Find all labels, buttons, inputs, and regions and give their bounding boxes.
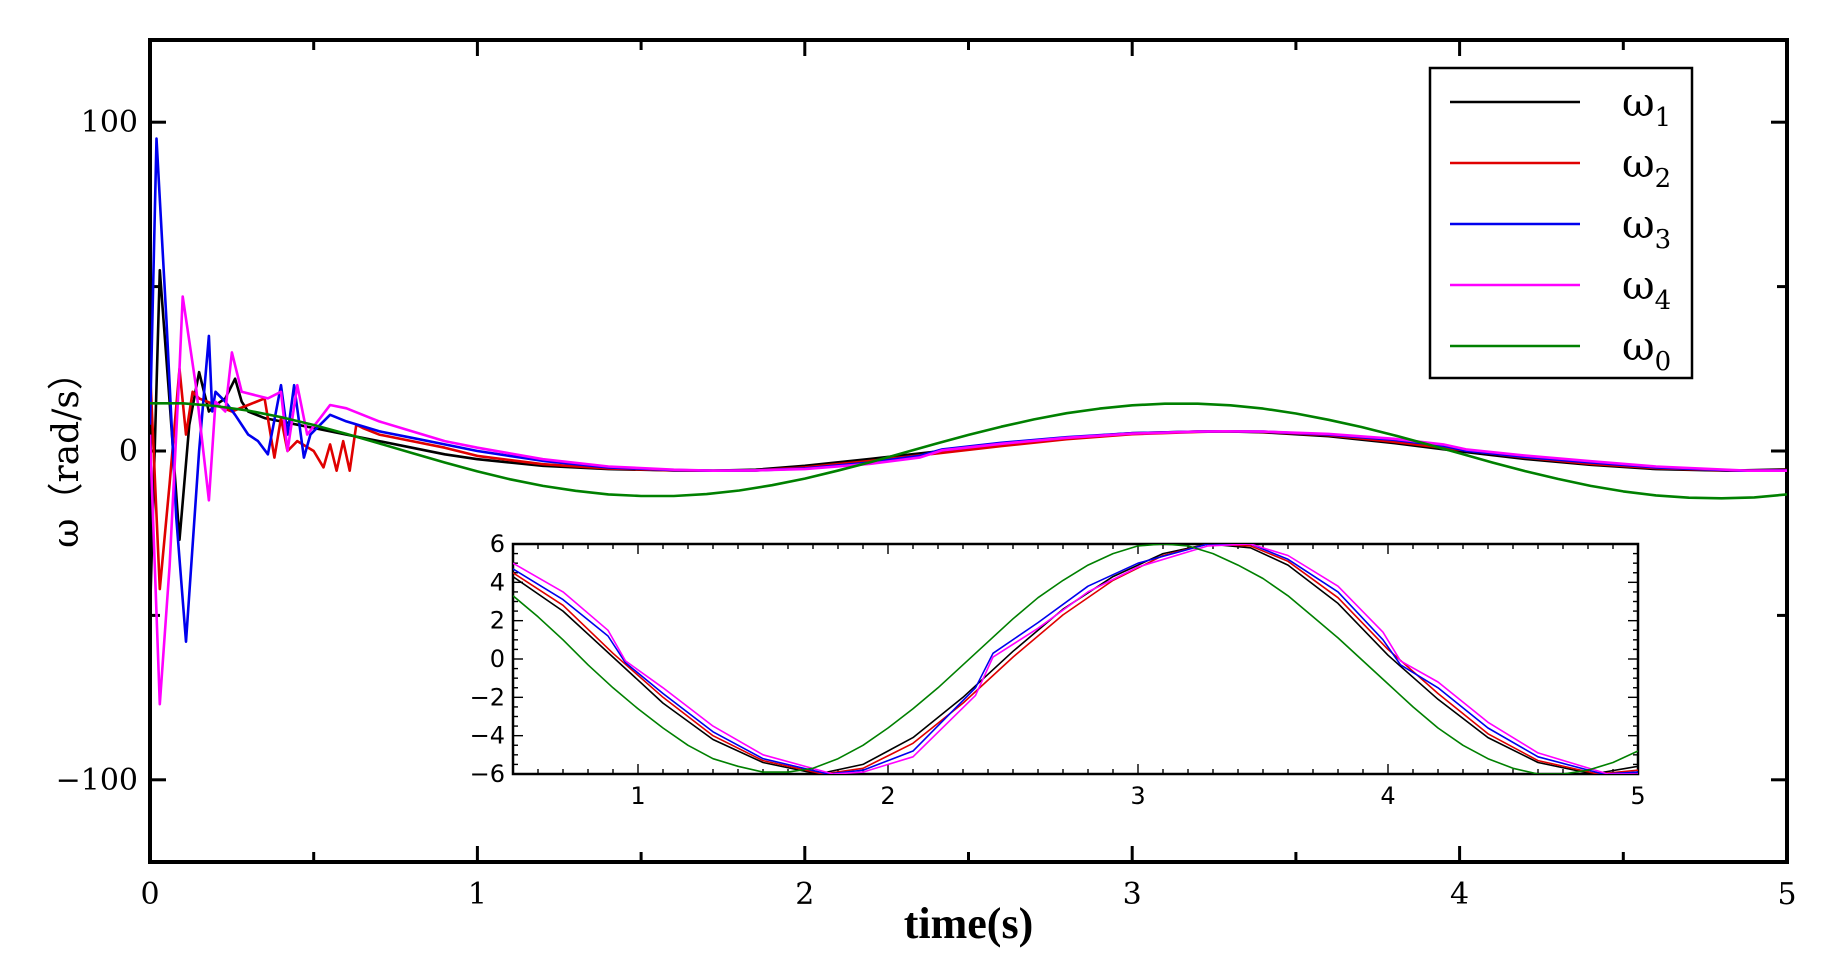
series-line-ω4: [150, 295, 1787, 706]
x-tick-label: 2: [795, 877, 814, 912]
inset-series-line-0: [513, 544, 1638, 774]
inset-x-tick-label: 2: [880, 782, 895, 810]
y-tick-label: 0: [119, 434, 138, 469]
inset-y-tick-label: 4: [490, 568, 505, 596]
x-tick-label: 0: [140, 877, 159, 912]
x-tick-label: 4: [1450, 877, 1469, 912]
inset-series-line-1: [513, 544, 1638, 774]
inset-plot: 1 2 3 4 5 −6 −4 −2 0 2 4 6: [470, 530, 1646, 810]
inset-frame: [511, 542, 1640, 776]
x-axis-title: time(s): [904, 899, 1034, 948]
inset-series-line-3: [513, 544, 1638, 774]
inset-series-line-4: [513, 544, 1638, 774]
inset-x-tick-label: 5: [1630, 782, 1645, 810]
inset-series-group: [513, 544, 1638, 774]
x-tick-label: 1: [468, 877, 487, 912]
inset-series-line-2: [513, 544, 1638, 774]
inset-y-tick-label: −2: [470, 683, 505, 711]
inset-y-tick-label: −4: [470, 722, 505, 750]
y-tick-label: 100: [81, 105, 138, 140]
inset-x-tick-label: 3: [1130, 782, 1145, 810]
y-axis-title: ω（rad/s）: [46, 354, 87, 548]
inset-x-tick-label: 1: [630, 782, 645, 810]
x-tick-label: 5: [1777, 877, 1796, 912]
inset-y-tick-label: 0: [490, 645, 505, 673]
inset-y-tick-label: −6: [470, 760, 505, 788]
main-series-group: [150, 137, 1787, 706]
x-tick-label: 3: [1123, 877, 1142, 912]
inset-x-tick-label: 4: [1380, 782, 1395, 810]
inset-y-tick-label: 2: [490, 607, 505, 635]
main-plot: 0 1 2 3 4 5 −100 0 100 time(s) ω（rad/s）: [46, 38, 1797, 948]
y-tick-label: −100: [56, 763, 138, 798]
series-line-ω0: [150, 402, 1787, 500]
inset-y-tick-label: 6: [490, 530, 505, 558]
